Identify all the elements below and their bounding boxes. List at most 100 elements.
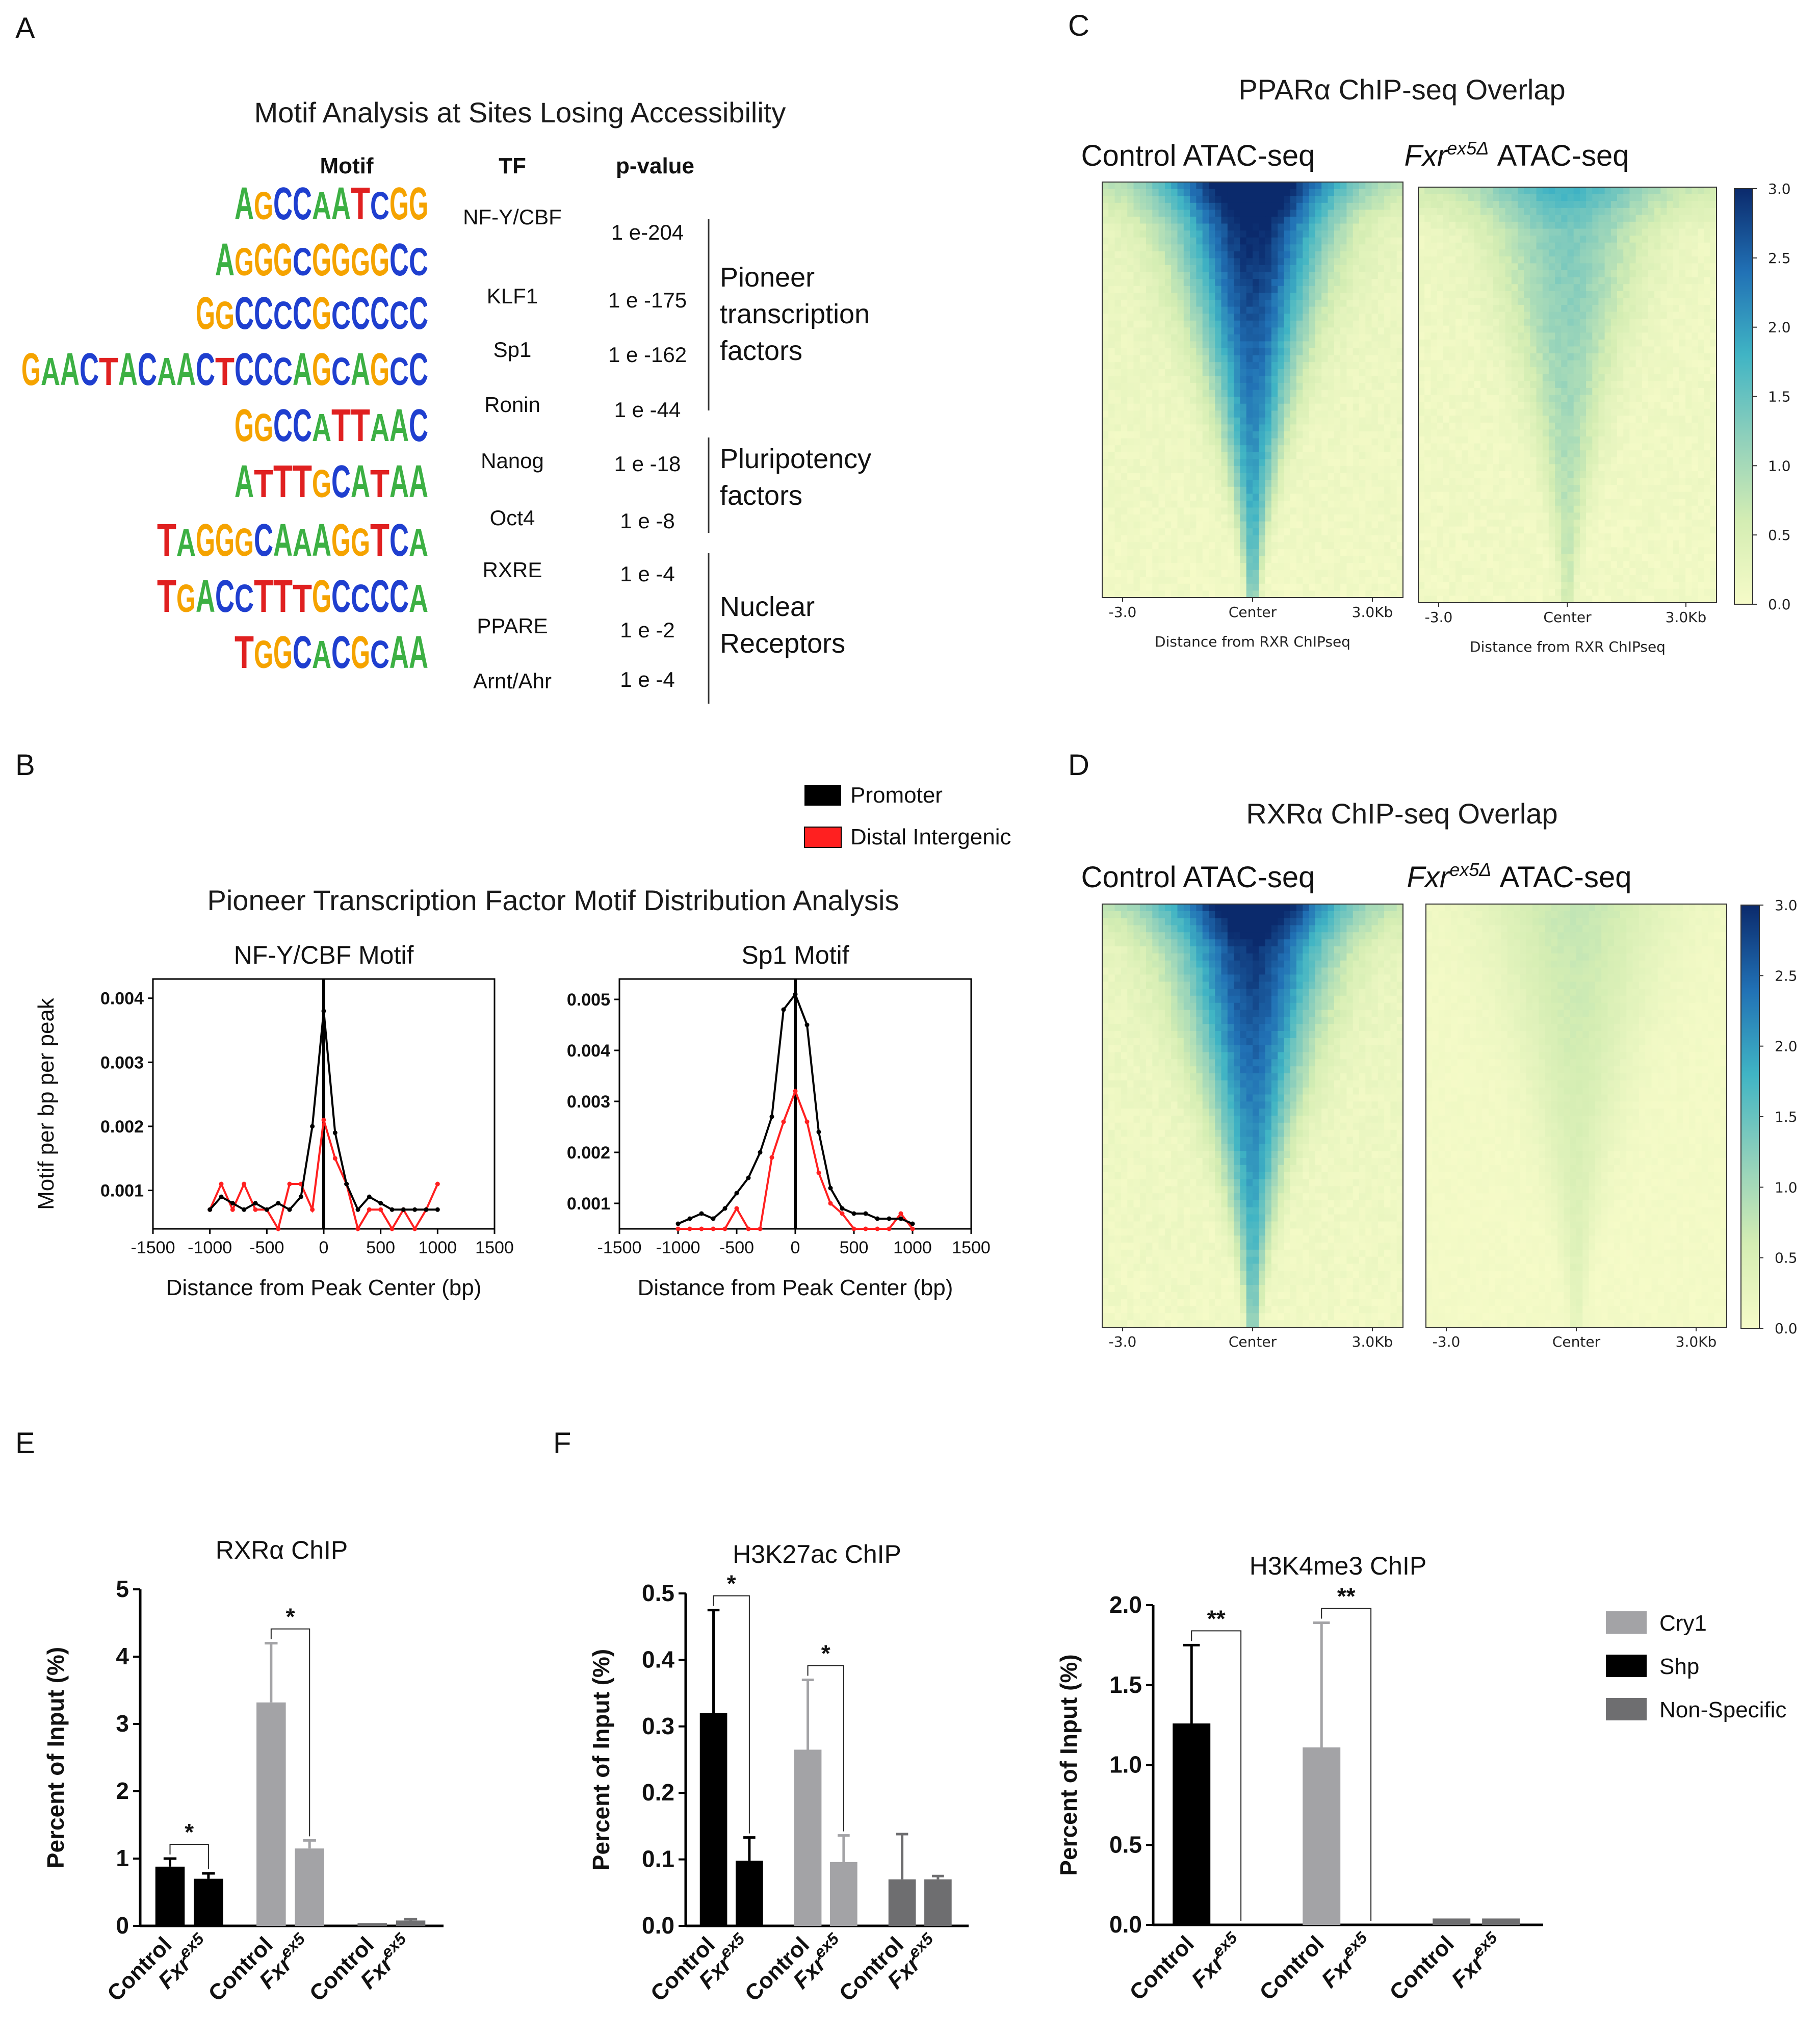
heatmap-cell bbox=[1396, 480, 1403, 487]
heatmap-cell bbox=[1592, 332, 1599, 340]
heatmap-cell bbox=[1548, 284, 1555, 292]
heatmap-cell bbox=[1480, 325, 1487, 333]
heatmap-cell bbox=[1567, 298, 1574, 305]
heatmap-cell bbox=[1265, 293, 1272, 300]
heatmap-cell bbox=[1604, 381, 1611, 389]
heatmap-cell bbox=[1328, 452, 1335, 459]
heatmap-cell bbox=[1542, 325, 1549, 333]
heatmap-cell bbox=[1309, 327, 1316, 335]
x-tick-label: -1500 bbox=[597, 1238, 642, 1257]
heatmap-cell bbox=[1164, 306, 1172, 314]
heatmap-cell bbox=[1604, 395, 1611, 402]
heatmap-cell bbox=[1371, 514, 1379, 522]
heatmap-cell bbox=[1158, 334, 1165, 342]
heatmap-cell bbox=[1365, 542, 1372, 550]
heatmap-cell bbox=[1121, 438, 1128, 446]
heatmap-cell bbox=[1240, 306, 1247, 314]
heatmap-cell bbox=[1133, 182, 1140, 190]
heatmap-cell bbox=[1449, 201, 1456, 209]
heatmap-cell bbox=[1102, 202, 1109, 210]
heatmap-cell bbox=[1133, 438, 1140, 446]
heatmap-cell bbox=[1108, 438, 1115, 446]
heatmap-cell bbox=[1259, 348, 1266, 356]
heatmap-cell bbox=[1196, 494, 1203, 501]
heatmap-cell bbox=[1209, 202, 1215, 210]
heatmap-cell bbox=[1493, 319, 1500, 326]
heatmap-cell bbox=[1365, 570, 1372, 577]
heatmap-cell bbox=[1221, 223, 1228, 231]
heatmap-cell bbox=[1340, 521, 1347, 529]
heatmap-cell bbox=[1390, 577, 1397, 584]
heatmap-cell bbox=[1253, 299, 1259, 307]
heatmap-cell bbox=[1524, 194, 1530, 201]
heatmap-cell bbox=[1321, 299, 1329, 307]
heatmap-cell bbox=[1505, 353, 1512, 361]
heatmap-cell bbox=[1240, 362, 1247, 370]
heatmap-cell bbox=[1271, 452, 1278, 459]
heatmap-cell bbox=[1468, 242, 1475, 250]
heatmap-cell bbox=[1511, 187, 1518, 195]
heatmap-cell bbox=[1424, 353, 1431, 361]
heatmap-cell bbox=[1462, 221, 1469, 229]
heatmap-cell bbox=[1152, 355, 1159, 363]
heatmap-cell bbox=[1183, 237, 1190, 245]
heatmap-cell bbox=[1177, 542, 1184, 550]
heatmap-cell bbox=[1455, 228, 1462, 236]
heatmap-cell bbox=[1246, 244, 1253, 252]
heatmap-cell bbox=[1259, 494, 1266, 501]
heatmap-cell bbox=[1679, 201, 1686, 209]
heatmap-cell bbox=[1259, 486, 1266, 494]
heatmap-cell bbox=[1346, 210, 1354, 217]
heatmap-cell bbox=[1328, 466, 1335, 474]
heatmap-cell bbox=[1704, 249, 1711, 257]
heatmap-cell bbox=[1455, 319, 1462, 326]
heatmap-cell bbox=[1437, 436, 1444, 444]
heatmap-cell bbox=[1692, 270, 1699, 278]
heatmap-cell bbox=[1365, 272, 1372, 279]
heatmap-cell bbox=[1610, 277, 1618, 285]
heatmap-cell bbox=[1133, 265, 1140, 273]
heatmap-cell bbox=[1443, 381, 1450, 389]
heatmap-cell bbox=[1240, 334, 1247, 342]
heatmap-cell bbox=[1673, 242, 1680, 250]
heatmap-cell bbox=[1190, 230, 1197, 238]
heatmap-cell bbox=[1121, 417, 1128, 425]
heatmap-cell bbox=[1146, 334, 1153, 342]
heatmap-cell bbox=[1384, 382, 1391, 391]
heatmap-cell bbox=[1377, 376, 1385, 383]
heatmap-cell bbox=[1215, 577, 1222, 584]
heatmap-cell bbox=[1610, 263, 1618, 271]
heatmap-cell bbox=[1698, 270, 1705, 278]
heatmap-cell bbox=[1340, 223, 1347, 231]
heatmap-cell bbox=[1384, 348, 1391, 356]
heatmap-cell bbox=[1146, 244, 1153, 252]
heatmap-cell bbox=[1698, 304, 1705, 313]
heatmap-cell bbox=[1152, 362, 1159, 370]
heatmap-cell bbox=[1359, 397, 1366, 404]
heatmap-cell bbox=[1542, 215, 1549, 222]
heatmap-cell bbox=[1108, 500, 1115, 508]
heatmap-cell bbox=[1246, 556, 1253, 563]
heatmap-cell bbox=[1271, 327, 1278, 335]
heatmap-cell bbox=[1604, 402, 1611, 409]
heatmap-cell bbox=[1183, 334, 1190, 342]
heatmap-cell bbox=[1321, 549, 1329, 557]
heatmap-cell bbox=[1303, 251, 1310, 259]
heatmap-cell bbox=[1340, 417, 1347, 425]
heatmap-cell bbox=[1164, 223, 1172, 231]
heatmap-cell bbox=[1443, 339, 1450, 347]
heatmap-cell bbox=[1617, 236, 1624, 243]
heatmap-cell bbox=[1536, 304, 1543, 313]
heatmap-cell bbox=[1202, 390, 1209, 397]
heatmap-cell bbox=[1284, 355, 1291, 363]
heatmap-cell bbox=[1171, 306, 1178, 314]
heatmap-cell bbox=[1468, 339, 1475, 347]
heatmap-cell bbox=[1271, 314, 1278, 321]
heatmap-cell bbox=[1617, 242, 1624, 250]
heatmap-cell bbox=[1183, 314, 1190, 321]
heatmap-cell bbox=[1253, 348, 1259, 356]
heatmap-cell bbox=[1698, 353, 1705, 361]
heatmap-cell bbox=[1183, 390, 1190, 397]
heatmap-cell bbox=[1328, 542, 1335, 550]
heatmap-cell bbox=[1334, 182, 1341, 190]
